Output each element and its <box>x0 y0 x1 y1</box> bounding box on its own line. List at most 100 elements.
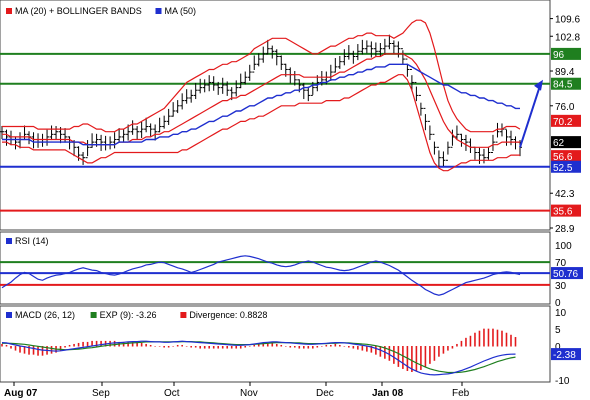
macd-axis-badge <box>551 348 581 361</box>
price-bar <box>238 73 243 89</box>
price-bar <box>54 126 59 140</box>
price-bar <box>247 64 252 81</box>
price-bar <box>193 82 198 100</box>
price-bar <box>130 120 135 135</box>
price-bars <box>0 34 522 167</box>
price-bar <box>504 128 509 146</box>
price-bar <box>508 130 513 146</box>
price-bar <box>481 148 486 164</box>
price-bar <box>490 134 495 153</box>
price-legend-label: MA (50) <box>165 6 197 16</box>
price-bar <box>189 89 194 103</box>
price-axis-label: 109.6 <box>555 15 580 26</box>
price-series-bb-lower <box>2 74 520 172</box>
price-bar <box>346 45 351 60</box>
price-bar <box>355 44 360 61</box>
price-bar <box>171 102 176 117</box>
price-bar <box>486 146 491 160</box>
price-bar <box>261 46 266 63</box>
price-bar <box>310 81 315 96</box>
price-bar <box>99 134 104 151</box>
price-axis-label: 84.5 <box>553 80 573 91</box>
macd-legend-label: Divergence: 0.8828 <box>189 310 267 320</box>
price-bar <box>162 115 167 129</box>
price-bar <box>216 81 221 95</box>
price-bar <box>337 55 342 69</box>
price-axis-badge-52.5 <box>551 160 581 173</box>
navy-square-icon <box>6 312 12 318</box>
price-bar <box>148 123 153 137</box>
price-bar <box>112 132 117 149</box>
price-axis-label: 52.5 <box>553 163 573 174</box>
price-bar <box>382 38 387 55</box>
price-bar <box>49 125 54 141</box>
price-bar <box>139 121 144 138</box>
price-bar <box>0 126 4 140</box>
x-axis-label: Feb <box>452 388 470 399</box>
price-bar <box>153 124 158 141</box>
price-bar <box>4 129 9 146</box>
x-axis-label: Sep <box>92 388 110 399</box>
price-bar <box>220 77 225 94</box>
price-bar <box>279 55 284 70</box>
price-bar <box>301 82 306 100</box>
x-axis-label: Jan 08 <box>372 388 404 399</box>
price-bar <box>270 45 275 59</box>
price-bar <box>117 128 122 143</box>
price-bar <box>157 117 162 133</box>
price-axis-label: 70.2 <box>553 117 573 128</box>
price-bar <box>121 128 126 142</box>
price-bar <box>333 58 338 73</box>
price-bar <box>369 41 374 58</box>
price-horizontal-lines <box>0 52 550 212</box>
blue-square-icon <box>155 8 162 14</box>
price-bar <box>58 127 63 144</box>
rsi-axis-badge <box>551 267 583 280</box>
price-bar <box>252 55 257 73</box>
price-bar <box>495 122 500 143</box>
price-bar <box>477 147 482 164</box>
price-bar <box>391 40 396 54</box>
rsi-series-line <box>1 255 521 296</box>
x-axis-label: Nov <box>240 388 258 399</box>
price-bar <box>202 79 207 93</box>
price-axis-label: 35.6 <box>553 207 573 218</box>
price-bar <box>243 71 248 85</box>
price-bar <box>81 151 86 165</box>
price-bar <box>63 128 68 143</box>
price-bar <box>265 39 270 55</box>
macd-panel: MACD (26, 12) EXP (9): -3.26 Divergence: 0… <box>0 305 581 387</box>
price-bar <box>414 81 419 102</box>
price-axis-label: 102.8 <box>555 32 580 43</box>
price-bar <box>405 58 410 77</box>
rsi-axis-label: 50.76 <box>553 269 578 280</box>
price-bar <box>342 49 347 66</box>
macd-axis-label: -2.38 <box>553 350 576 361</box>
x-axis-label: Oct <box>164 388 180 399</box>
forecast-arrow-head <box>534 79 543 91</box>
macd-line <box>1 340 516 376</box>
price-axis-label: 62 <box>553 138 565 149</box>
price-axis-badge-56.6 <box>551 150 581 163</box>
price-bar <box>387 34 392 50</box>
macd-axis-label: 0 <box>555 342 561 353</box>
price-axis-label: 89.4 <box>555 67 575 78</box>
price-axis-label: 42.3 <box>555 189 575 200</box>
rsi-axis-label: 0 <box>555 298 561 309</box>
price-bar <box>441 151 446 166</box>
price-bar <box>225 81 230 96</box>
price-bar <box>445 141 450 161</box>
price-bar <box>166 108 171 125</box>
rsi-axis-label: 30 <box>555 281 567 292</box>
price-axis-badge-70.2 <box>551 114 581 127</box>
price-bar <box>373 42 378 58</box>
rsi-horizontal-lines <box>0 261 550 286</box>
price-bar <box>90 133 95 148</box>
price-y-axis: 109.6 102.8 96 89.4 84.5 76.0 70.2 62 56.652.5 42… <box>550 15 581 235</box>
price-bar <box>436 146 441 167</box>
price-panel: MA (20) + BOLLINGER BANDS MA (50) 109.610… <box>0 0 581 235</box>
price-bar <box>315 75 320 92</box>
macd-axis-label: 5 <box>555 325 561 336</box>
